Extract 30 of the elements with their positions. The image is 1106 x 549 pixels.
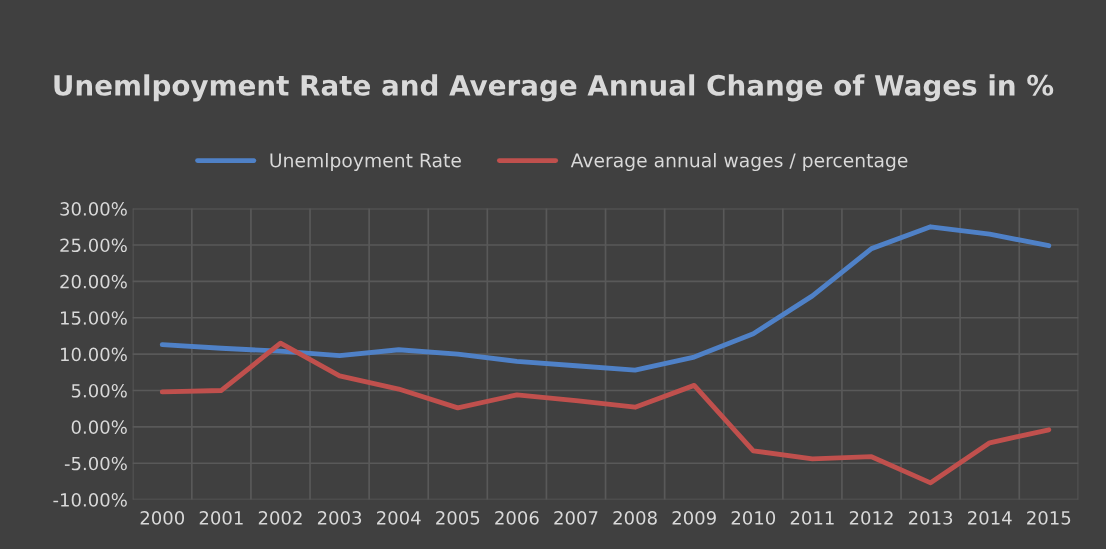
y-tick-label: -5.00% xyxy=(64,456,127,471)
y-tick-label: 5.00% xyxy=(71,383,127,398)
y-tick-label: 25.00% xyxy=(60,238,127,253)
y-tick-label: 10.00% xyxy=(61,347,127,362)
x-tick-label: 2009 xyxy=(672,511,716,525)
x-tick-label: 2001 xyxy=(199,511,243,525)
x-tick-label: 2004 xyxy=(377,511,421,525)
x-tick-label: 2000 xyxy=(140,511,185,525)
y-tick-label: 20.00% xyxy=(60,274,127,289)
y-tick-label: 0.00% xyxy=(71,420,127,434)
x-tick-label: 2012 xyxy=(849,511,893,525)
y-tick-label: 30.00% xyxy=(60,202,127,216)
x-tick-label: 2003 xyxy=(317,511,362,525)
x-tick-label: 2002 xyxy=(258,511,302,525)
y-tick-label: 15.00% xyxy=(61,311,127,325)
x-tick-label: 2007 xyxy=(554,511,598,525)
legend-label: Unemlpoyment Rate xyxy=(270,152,461,172)
chart-title: Unemlpoyment Rate and Average Annual Change of Wages in % xyxy=(54,74,1054,102)
x-tick-label: 2005 xyxy=(436,511,480,525)
x-tick-label: 2014 xyxy=(968,511,1012,525)
x-tick-label: 2011 xyxy=(790,511,834,525)
x-tick-label: 2006 xyxy=(495,511,539,525)
line-series xyxy=(159,340,1052,486)
legend-label: Average annual wages / percentage xyxy=(570,152,908,172)
x-tick-label: 2008 xyxy=(613,511,657,525)
x-tick-label: 2013 xyxy=(908,511,953,525)
x-tick-label: 2010 xyxy=(731,511,776,525)
x-tick-label: 2015 xyxy=(1027,511,1071,525)
line-series xyxy=(159,224,1052,373)
y-tick-label: -10.00% xyxy=(53,493,127,507)
